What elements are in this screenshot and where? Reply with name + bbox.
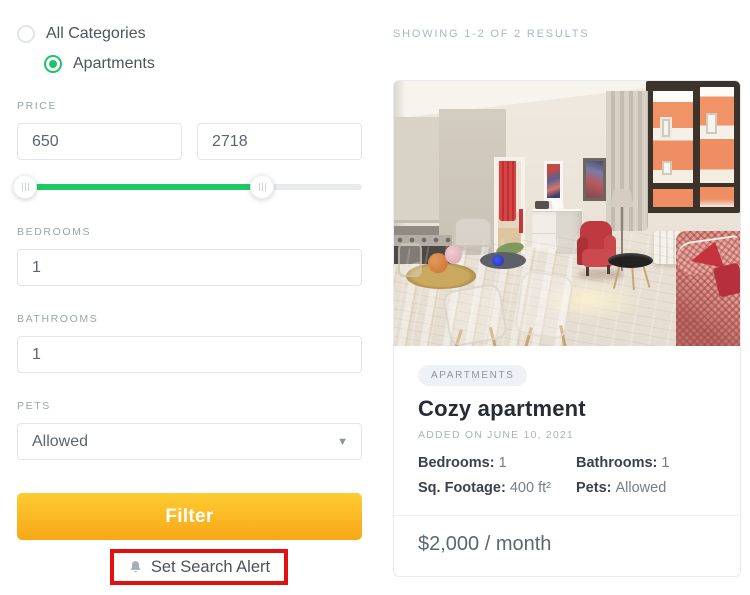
radio-checked-icon[interactable]	[44, 55, 62, 73]
photo-armchair-leg	[607, 265, 610, 274]
detail-bathrooms-label: Bathrooms	[576, 455, 661, 471]
bathrooms-input[interactable]	[17, 336, 362, 373]
pets-select[interactable]: Allowed ▼	[17, 423, 362, 460]
pets-label: PETS	[17, 400, 51, 412]
detail-sq-footage-label: Sq. Footage	[418, 480, 510, 496]
detail-pets: PetsAllowed	[576, 479, 716, 498]
category-apartments-label: Apartments	[73, 55, 155, 72]
photo-armchair-shadow	[578, 269, 624, 280]
slider-max-handle[interactable]	[250, 175, 274, 199]
detail-bathrooms-value: 1	[661, 455, 670, 471]
photo-ghost-chair-back	[454, 217, 492, 247]
listing-title[interactable]: Cozy apartment	[418, 396, 586, 421]
slider-min-handle[interactable]	[13, 175, 37, 199]
photo-fruit-orange	[428, 253, 448, 273]
photo-window-curtain	[606, 91, 648, 231]
category-all-label: All Categories	[46, 25, 146, 42]
photo-coffee-table-top	[608, 253, 653, 268]
detail-bedrooms-label: Bedrooms	[418, 455, 499, 471]
detail-pets-label: Pets	[576, 480, 616, 496]
price-max-input[interactable]	[197, 123, 362, 160]
detail-bathrooms: Bathrooms1	[576, 454, 716, 473]
listing-details: Bedrooms1 Bathrooms1 Sq. Footage400 ft² …	[418, 454, 716, 498]
photo-building-window	[706, 113, 717, 134]
price-label: PRICE	[17, 100, 58, 112]
photo-floor-lamp-shade	[610, 189, 634, 207]
price-min-input[interactable]	[17, 123, 182, 160]
photo-kitchen-upper-cabinet	[394, 117, 439, 223]
photo-ghost-chair	[398, 243, 422, 277]
pets-selected-value: Allowed	[32, 432, 89, 450]
price-range-slider[interactable]	[13, 175, 362, 199]
photo-art-frame-small	[544, 161, 563, 201]
bedrooms-input[interactable]	[17, 249, 362, 286]
set-search-alert-link[interactable]: Set Search Alert	[128, 558, 270, 577]
grip-icon	[21, 183, 29, 191]
photo-armchair-leg	[586, 267, 589, 276]
chevron-down-icon: ▼	[337, 436, 348, 448]
bathrooms-label: BATHROOMS	[17, 313, 99, 325]
slider-selected-range	[25, 184, 262, 190]
photo-ghost-chair	[513, 269, 575, 341]
photo-door-curtain	[499, 161, 516, 221]
photo-sideboard	[532, 209, 582, 254]
listing-card-footer: $2,000 / month	[394, 515, 740, 576]
photo-building-window	[662, 161, 672, 175]
radio-unchecked-icon[interactable]	[17, 25, 35, 43]
photo-ghost-chair	[441, 282, 509, 346]
listing-card-body: APARTMENTS Cozy apartment ADDED ON JUNE …	[394, 346, 740, 515]
photo-armchair-seat	[582, 249, 614, 267]
photo-oven-panel	[394, 235, 452, 246]
set-search-alert-label: Set Search Alert	[150, 557, 271, 576]
set-search-alert-highlight-box: Set Search Alert	[110, 549, 288, 585]
category-option-all[interactable]: All Categories	[17, 25, 362, 43]
category-option-apartments[interactable]: Apartments	[44, 55, 362, 73]
photo-floor-lamp-pole	[621, 207, 623, 271]
filter-button[interactable]: Filter	[17, 493, 362, 540]
bedrooms-label: BEDROOMS	[17, 226, 92, 238]
results-summary: SHOWING 1-2 OF 2 RESULTS	[393, 28, 590, 40]
photo-window-pane	[653, 91, 693, 183]
photo-fruit-pink	[445, 245, 462, 264]
photo-sunlight-patch	[534, 279, 644, 321]
photo-window-pane	[653, 189, 693, 207]
listing-added-date: ADDED ON JUNE 10, 2021	[418, 429, 574, 441]
photo-sideboard-decor	[535, 201, 549, 209]
photo-art-frame-large	[583, 158, 606, 201]
grip-icon	[258, 183, 266, 191]
listing-price: $2,000 / month	[418, 533, 552, 555]
photo-window	[646, 81, 740, 213]
photo-blue-flower	[492, 255, 504, 266]
detail-sq-footage-value: 400 ft²	[509, 480, 551, 496]
listing-photo[interactable]	[394, 81, 740, 346]
photo-kitchen-recess	[394, 226, 439, 235]
photo-window-pane	[700, 187, 734, 207]
photo-red-object	[519, 209, 523, 233]
detail-bedrooms: Bedrooms1	[418, 454, 576, 473]
filter-sidebar: All Categories Apartments PRICE BEDROOMS…	[13, 25, 362, 585]
detail-bedrooms-value: 1	[498, 455, 507, 471]
category-badge: APARTMENTS	[418, 365, 528, 386]
photo-window-pane	[700, 87, 734, 183]
listing-card[interactable]: APARTMENTS Cozy apartment ADDED ON JUNE …	[393, 80, 741, 577]
detail-sq-footage: Sq. Footage400 ft²	[418, 479, 576, 498]
detail-pets-value: Allowed	[615, 480, 667, 496]
results-column: SHOWING 1-2 OF 2 RESULTS	[393, 28, 741, 577]
photo-building-window	[660, 117, 672, 139]
bell-icon	[130, 561, 141, 573]
photo-art-small-canvas	[547, 164, 560, 198]
